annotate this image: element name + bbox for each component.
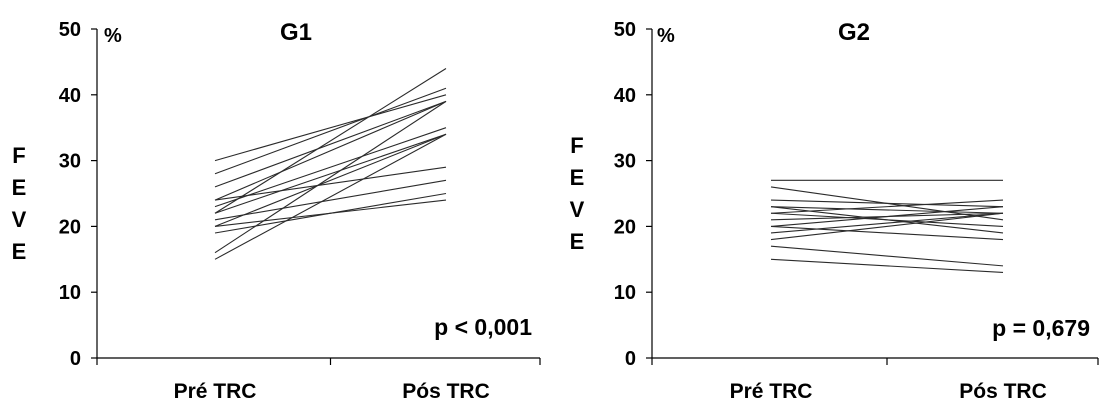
series-line	[770, 225, 1004, 241]
y-axis-label-letter: E	[12, 239, 27, 264]
y-unit-label: %	[104, 25, 122, 47]
y-tick-label: 20	[59, 216, 81, 238]
series-line	[214, 133, 447, 227]
series-group	[770, 179, 1004, 274]
series-line	[214, 87, 447, 175]
y-tick-label: 0	[625, 348, 636, 370]
series-line	[214, 68, 447, 214]
y-axis-label-letter: V	[570, 197, 585, 222]
series-line	[214, 179, 447, 221]
y-axis-label-letter: E	[570, 229, 585, 254]
series-line	[770, 199, 1004, 208]
y-tick-label: 50	[614, 19, 636, 41]
y-axis-label-letter: E	[12, 175, 27, 200]
series-line	[770, 212, 1004, 241]
y-axis-label-letter: E	[570, 165, 585, 190]
series-line	[214, 100, 447, 201]
series-line	[770, 258, 1004, 274]
series-line	[214, 133, 447, 214]
series-group	[214, 68, 447, 260]
x-tick-label: Pré TRC	[730, 380, 813, 403]
series-line	[770, 245, 1004, 267]
y-tick-label: 40	[59, 85, 81, 107]
series-line	[770, 199, 1004, 214]
series-line	[770, 212, 1004, 234]
series-line	[770, 206, 1004, 227]
series-line	[214, 192, 447, 234]
y-unit-label: %	[657, 25, 675, 47]
series-line	[214, 127, 447, 208]
chart-title: G2	[838, 19, 870, 46]
y-axis-label-letter: F	[570, 133, 583, 158]
series-line	[214, 100, 447, 188]
y-tick-label: 30	[59, 151, 81, 173]
series-line	[214, 166, 447, 201]
p-value-annotation: p = 0,679	[992, 315, 1090, 341]
y-axis-label-letter: F	[12, 143, 25, 168]
y-tick-label: 40	[614, 85, 636, 107]
y-tick-label: 20	[614, 216, 636, 238]
series-line	[770, 206, 1004, 214]
y-tick-label: 10	[614, 282, 636, 304]
y-axis-label-letter: V	[12, 207, 27, 232]
series-line	[214, 100, 447, 254]
x-tick-label: Pós TRC	[402, 380, 490, 403]
series-line	[770, 212, 1004, 227]
y-tick-label: 30	[614, 151, 636, 173]
y-tick-label: 0	[70, 348, 81, 370]
y-tick-label: 50	[59, 19, 81, 41]
series-line	[214, 94, 447, 162]
p-value-annotation: p < 0,001	[434, 314, 532, 340]
y-tick-label: 10	[59, 282, 81, 304]
x-tick-label: Pré TRC	[174, 380, 257, 403]
series-line	[214, 133, 447, 260]
chart-title: G1	[280, 19, 312, 46]
x-tick-label: Pós TRC	[959, 380, 1047, 403]
